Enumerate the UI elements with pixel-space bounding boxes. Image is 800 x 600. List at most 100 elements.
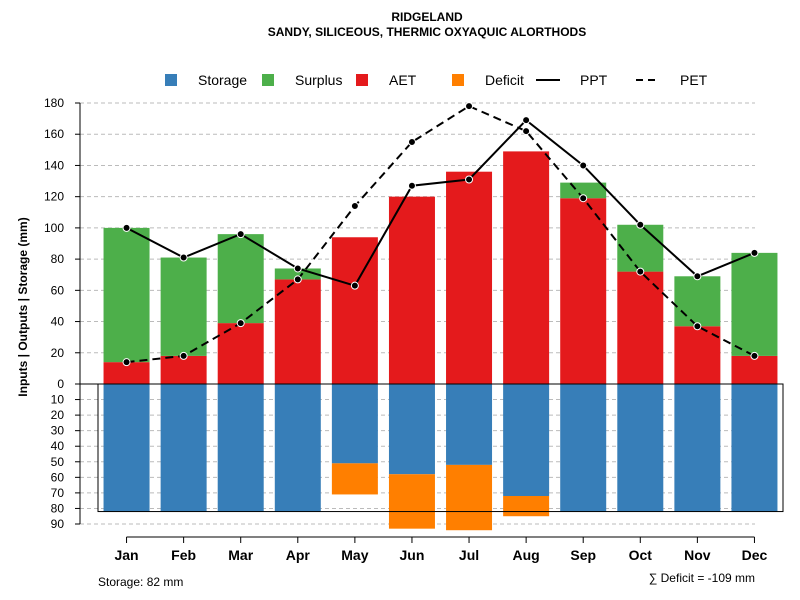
- chart-subtitle: SANDY, SILICEOUS, THERMIC OXYAQUIC ALORT…: [268, 25, 586, 39]
- bar-deficit-may: [331, 463, 378, 495]
- bar-deficit-jul: [446, 464, 493, 531]
- legend-swatch-aet: [356, 74, 368, 86]
- bar-aet-dec: [731, 355, 778, 384]
- bar-surplus-apr: [274, 268, 321, 280]
- chart-title: RIDGELAND: [391, 10, 463, 24]
- legend-swatch-surplus: [262, 74, 274, 86]
- y-tick-label: 70: [51, 486, 65, 500]
- bar-aet-may: [331, 237, 378, 384]
- y-tick-label: 40: [51, 315, 65, 329]
- bar-aet-aug: [503, 151, 550, 384]
- x-tick-label-jul: Jul: [459, 547, 479, 563]
- bar-aet-jan: [103, 362, 150, 384]
- x-tick-label-sep: Sep: [570, 547, 596, 563]
- bar-surplus-dec: [731, 252, 778, 356]
- ppt-point: [407, 181, 416, 190]
- pet-point: [750, 351, 759, 360]
- ppt-point: [750, 248, 759, 257]
- bar-surplus-oct: [617, 224, 664, 272]
- bar-storage-may: [331, 384, 378, 464]
- legend: Storage Surplus AET Deficit PPT PET: [165, 72, 708, 88]
- ppt-point: [236, 230, 245, 239]
- x-tick-label-feb: Feb: [171, 547, 196, 563]
- y-tick-label: 50: [51, 455, 65, 469]
- bar-storage-feb: [160, 384, 207, 512]
- ppt-point: [465, 175, 474, 184]
- ppt-point: [293, 264, 302, 273]
- pet-point: [522, 127, 531, 136]
- x-tick-label-oct: Oct: [629, 547, 653, 563]
- y-tick-label: 100: [44, 221, 64, 235]
- bar-aet-jul: [446, 171, 493, 384]
- legend-label-ppt: PPT: [580, 72, 608, 88]
- ppt-point: [350, 281, 359, 290]
- y-tick-label: 140: [44, 158, 64, 172]
- bar-storage-jan: [103, 384, 150, 512]
- ppt-point: [522, 116, 531, 125]
- pet-point: [179, 351, 188, 360]
- ppt-point: [179, 253, 188, 262]
- bar-storage-mar: [217, 384, 264, 512]
- ppt-point: [693, 272, 702, 281]
- y-tick-label: 60: [51, 283, 65, 297]
- bar-aet-mar: [217, 323, 264, 384]
- bar-surplus-feb: [160, 257, 207, 356]
- pet-point: [293, 275, 302, 284]
- bar-surplus-nov: [674, 276, 721, 327]
- bar-aet-oct: [617, 271, 664, 384]
- pet-point: [350, 202, 359, 211]
- ppt-point: [579, 161, 588, 170]
- pet-point: [579, 194, 588, 203]
- x-tick-label-aug: Aug: [513, 547, 540, 563]
- pet-point: [465, 102, 474, 111]
- y-tick-label: 120: [44, 190, 64, 204]
- y-tick-label: 80: [51, 252, 65, 266]
- bar-deficit-jun: [388, 474, 435, 529]
- bar-storage-dec: [731, 384, 778, 512]
- y-tick-label: 0: [57, 377, 64, 391]
- bar-aet-feb: [160, 355, 207, 384]
- y-tick-label: 20: [51, 346, 65, 360]
- legend-swatch-deficit: [452, 74, 464, 86]
- x-tick-label-dec: Dec: [742, 547, 768, 563]
- y-tick-label: 20: [51, 408, 65, 422]
- legend-label-pet: PET: [680, 72, 708, 88]
- bar-storage-sep: [560, 384, 607, 512]
- y-tick-label: 180: [44, 96, 64, 110]
- bar-aet-apr: [274, 279, 321, 384]
- bar-surplus-mar: [217, 234, 264, 324]
- pet-point: [693, 322, 702, 331]
- y-axis-label: Inputs | Outputs | Storage (mm): [16, 217, 30, 396]
- bar-storage-aug: [503, 384, 550, 496]
- bar-deficit-aug: [503, 496, 550, 517]
- deficit-note: ∑ Deficit = -109 mm: [649, 571, 755, 585]
- legend-label-storage: Storage: [198, 72, 247, 88]
- series-lines: [122, 102, 759, 367]
- bar-storage-oct: [617, 384, 664, 512]
- y-tick-label: 60: [51, 470, 65, 484]
- legend-swatch-storage: [165, 74, 177, 86]
- y-tick-label: 80: [51, 501, 65, 515]
- legend-label-surplus: Surplus: [295, 72, 342, 88]
- ppt-line: [126, 118, 755, 287]
- pet-line: [126, 104, 755, 364]
- legend-label-aet: AET: [389, 72, 417, 88]
- pet-point: [236, 319, 245, 328]
- bar-storage-jul: [446, 384, 493, 465]
- y-tick-label: 10: [51, 393, 65, 407]
- x-tick-label-mar: Mar: [228, 547, 253, 563]
- ppt-point: [122, 223, 131, 232]
- y-tick-label: 160: [44, 127, 64, 141]
- x-tick-label-may: May: [341, 547, 368, 563]
- bars: [97, 151, 784, 531]
- x-tick-label-apr: Apr: [286, 547, 311, 563]
- bar-storage-apr: [274, 384, 321, 512]
- legend-label-deficit: Deficit: [485, 72, 524, 88]
- pet-point: [636, 267, 645, 276]
- bar-storage-nov: [674, 384, 721, 512]
- bar-storage-jun: [388, 384, 435, 475]
- x-tick-label-jun: Jun: [400, 547, 425, 563]
- axes: 0204060801001201401601801020304050607080…: [44, 96, 783, 563]
- bar-aet-nov: [674, 326, 721, 384]
